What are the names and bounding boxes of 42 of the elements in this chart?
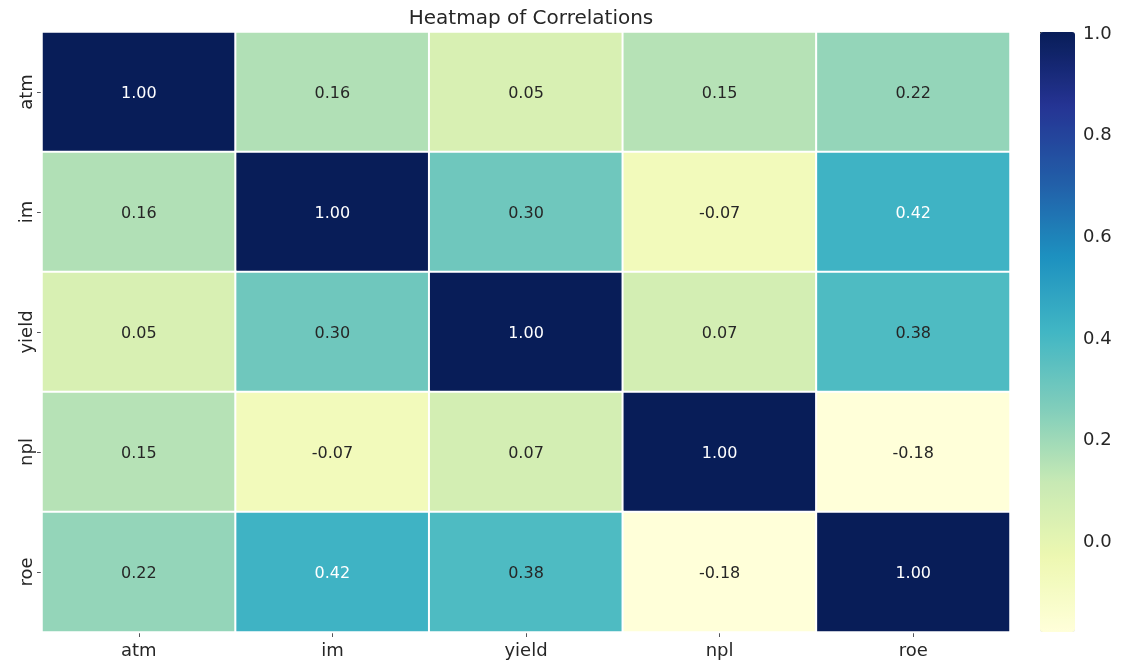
y-tick-label: npl — [14, 438, 36, 466]
data-label: 0.05 — [120, 322, 157, 342]
data-label: 1.00 — [701, 442, 738, 462]
data-label: 0.16 — [120, 202, 157, 222]
data-label: 0.22 — [120, 562, 157, 582]
x-tick-label: roe — [898, 638, 928, 660]
color-bar-label: 1.0 — [1083, 21, 1112, 43]
x-tick-label: yield — [504, 638, 548, 660]
data-label: 0.16 — [314, 82, 351, 102]
data-label: 1.00 — [895, 562, 932, 582]
data-label: 0.07 — [508, 442, 544, 462]
color-bar-label: 0.4 — [1083, 326, 1112, 348]
color-bar-label: 0.0 — [1083, 529, 1112, 551]
color-bar-label: 0.6 — [1083, 224, 1112, 246]
y-tick-label: atm — [14, 74, 36, 110]
chart-title: Heatmap of Correlations — [408, 5, 654, 29]
data-label: 1.00 — [314, 202, 351, 222]
x-tick-label: im — [321, 638, 344, 660]
data-label: 1.00 — [508, 322, 544, 342]
y-tick-label: im — [14, 200, 36, 224]
y-tick-label: yield — [14, 310, 36, 354]
data-label: 0.22 — [895, 82, 932, 102]
data-label: 0.15 — [701, 82, 738, 102]
color-bar-label: 0.8 — [1083, 123, 1112, 145]
y-tick-label: roe — [14, 557, 36, 587]
x-tick-label: atm — [120, 638, 157, 660]
data-label: -0.07 — [698, 202, 741, 222]
data-label: 1.00 — [120, 82, 157, 102]
x-tick-label: npl — [705, 638, 734, 660]
data-label: 0.30 — [314, 322, 351, 342]
data-label: 0.07 — [701, 322, 738, 342]
data-label: 0.38 — [508, 562, 544, 582]
data-label: 0.30 — [508, 202, 544, 222]
data-label: 0.15 — [120, 442, 157, 462]
data-label: 0.05 — [508, 82, 544, 102]
data-label: -0.18 — [892, 442, 934, 462]
data-label: 0.42 — [314, 562, 351, 582]
data-label: 0.42 — [895, 202, 932, 222]
data-label: -0.07 — [311, 442, 354, 462]
color-bar-label: 0.2 — [1083, 428, 1112, 450]
data-label: 0.38 — [895, 322, 932, 342]
data-label: -0.18 — [698, 562, 741, 582]
